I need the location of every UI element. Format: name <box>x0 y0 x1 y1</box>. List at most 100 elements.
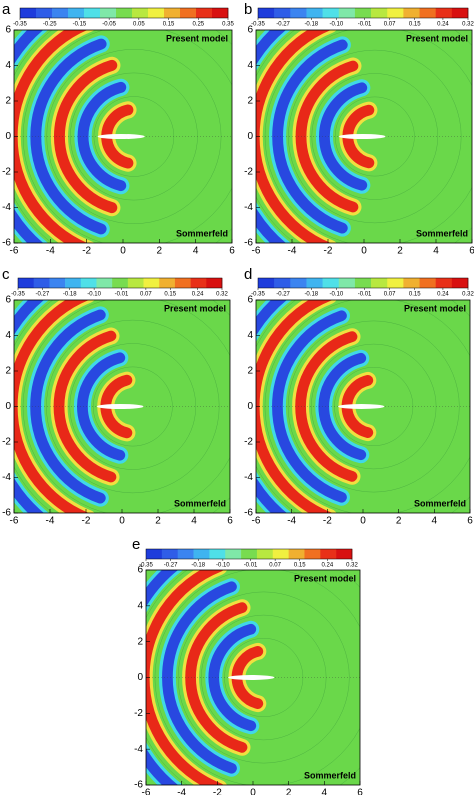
y-tick-label: 4 <box>137 600 143 611</box>
x-tick-label: 2 <box>157 246 163 257</box>
x-tick-label: 0 <box>119 516 125 527</box>
colorbar-tick-label: -0.35 <box>251 292 265 298</box>
colorbar-segment <box>241 549 258 559</box>
panel-label: a <box>2 1 11 18</box>
colorbar-tick-label: -0.25 <box>43 22 57 28</box>
panel-label: e <box>132 536 140 553</box>
wave-band <box>318 352 367 461</box>
x-tick-label: 6 <box>357 788 363 795</box>
y-tick-label: -4 <box>244 472 253 483</box>
faint-contour <box>93 366 173 447</box>
y-tick-label: 0 <box>5 401 11 412</box>
colorbar-segment <box>322 278 340 288</box>
x-tick-label: 6 <box>229 246 235 257</box>
y-tick-label: 2 <box>247 366 253 377</box>
colorbar-segment <box>100 8 117 18</box>
colorbar-segment <box>403 278 420 288</box>
panel-label: b <box>244 1 252 18</box>
colorbar-tick-label: 0.15 <box>163 22 175 28</box>
colorbar-segment <box>306 278 323 288</box>
colorbar-frame <box>19 7 229 19</box>
annotation: Sommerfeld <box>414 498 466 508</box>
colorbar-segment <box>387 8 404 18</box>
wave-band <box>319 82 368 191</box>
colorbar-tick-label: 0.15 <box>164 292 176 298</box>
colorbar-tick-label: 0.15 <box>409 22 421 28</box>
colorbar-segment <box>206 278 223 288</box>
x-tick-label: -4 <box>46 246 55 257</box>
colorbar-segment <box>274 278 291 288</box>
colorbar-segment <box>320 549 337 559</box>
colorbar-segment <box>338 8 356 18</box>
colorbar-segment <box>148 8 165 18</box>
colorbar-segment <box>290 8 307 18</box>
airfoil <box>338 133 386 140</box>
annotation: Present model <box>294 573 356 583</box>
wave-band <box>14 30 88 243</box>
y-tick-label: 2 <box>5 366 11 377</box>
colorbar-segment <box>18 278 34 288</box>
wave-band <box>256 300 333 513</box>
colorbar-tick-label: 0.24 <box>192 292 204 298</box>
x-tick-label: 0 <box>250 788 256 795</box>
annotation: Present model <box>406 33 468 43</box>
x-tick-label: -6 <box>252 246 261 257</box>
colorbar-segment <box>146 549 163 559</box>
wave-band <box>146 570 224 785</box>
colorbar-tick-label: 0.15 <box>294 563 306 569</box>
colorbar-segment <box>288 549 305 559</box>
colorbar-tick-label: -0.18 <box>63 292 77 298</box>
faint-contour <box>288 49 462 224</box>
panel-label: d <box>244 266 252 283</box>
y-tick-label: 4 <box>247 60 253 71</box>
y-tick-label: -2 <box>2 437 11 448</box>
y-tick-label: 6 <box>5 25 11 36</box>
annotation: Present model <box>164 303 226 313</box>
colorbar-tick-label: -0.01 <box>115 292 129 298</box>
colorbar-tick-label: 0.24 <box>437 22 449 28</box>
colorbar-frame <box>145 548 353 560</box>
y-tick-label: 6 <box>247 25 253 36</box>
colorbar-segment <box>143 278 160 288</box>
faint-contour <box>287 320 460 493</box>
colorbar-tick-label: -0.35 <box>13 22 27 28</box>
y-tick-label: -2 <box>244 437 253 448</box>
y-tick-label: 4 <box>247 330 253 341</box>
x-tick-label: -2 <box>82 516 91 527</box>
colorbar-tick-label: 0.32 <box>346 563 358 569</box>
faint-contour <box>69 343 196 470</box>
colorbar-segment <box>84 8 101 18</box>
y-tick-label: -6 <box>134 780 143 791</box>
colorbar-tick-label: -0.35 <box>251 22 265 28</box>
y-tick-label: 2 <box>247 96 253 107</box>
y-tick-label: -4 <box>244 202 253 213</box>
x-tick-label: 4 <box>322 788 328 795</box>
colorbar-segment <box>36 8 53 18</box>
x-tick-label: 0 <box>360 516 366 527</box>
colorbar-segment <box>180 8 197 18</box>
annotation: Present model <box>166 33 228 43</box>
colorbar-segment <box>387 278 404 288</box>
faint-contour <box>154 570 360 785</box>
colorbar-tick-label: -0.01 <box>358 22 372 28</box>
colorbar-segment <box>196 8 213 18</box>
colorbar-tick-label: 0.07 <box>140 292 152 298</box>
x-tick-label: -6 <box>10 246 19 257</box>
contour-field <box>14 30 232 243</box>
x-tick-label: 2 <box>286 788 292 795</box>
colorbar-tick-label: -0.01 <box>244 563 258 569</box>
colorbar-segment <box>290 278 307 288</box>
colorbar-segment <box>304 549 321 559</box>
colorbar-tick-label: -0.27 <box>276 22 290 28</box>
colorbar-segment <box>419 278 436 288</box>
x-tick-label: 2 <box>397 246 403 257</box>
x-tick-label: 0 <box>120 246 126 257</box>
colorbar-segment <box>322 8 340 18</box>
wave-band <box>256 300 288 513</box>
y-tick-label: 0 <box>247 401 253 412</box>
colorbar-segment <box>65 278 82 288</box>
colorbar-tick-label: -0.05 <box>102 22 116 28</box>
colorbar-segment <box>256 549 274 559</box>
colorbar-segment <box>258 278 275 288</box>
x-tick-label: 4 <box>432 516 438 527</box>
